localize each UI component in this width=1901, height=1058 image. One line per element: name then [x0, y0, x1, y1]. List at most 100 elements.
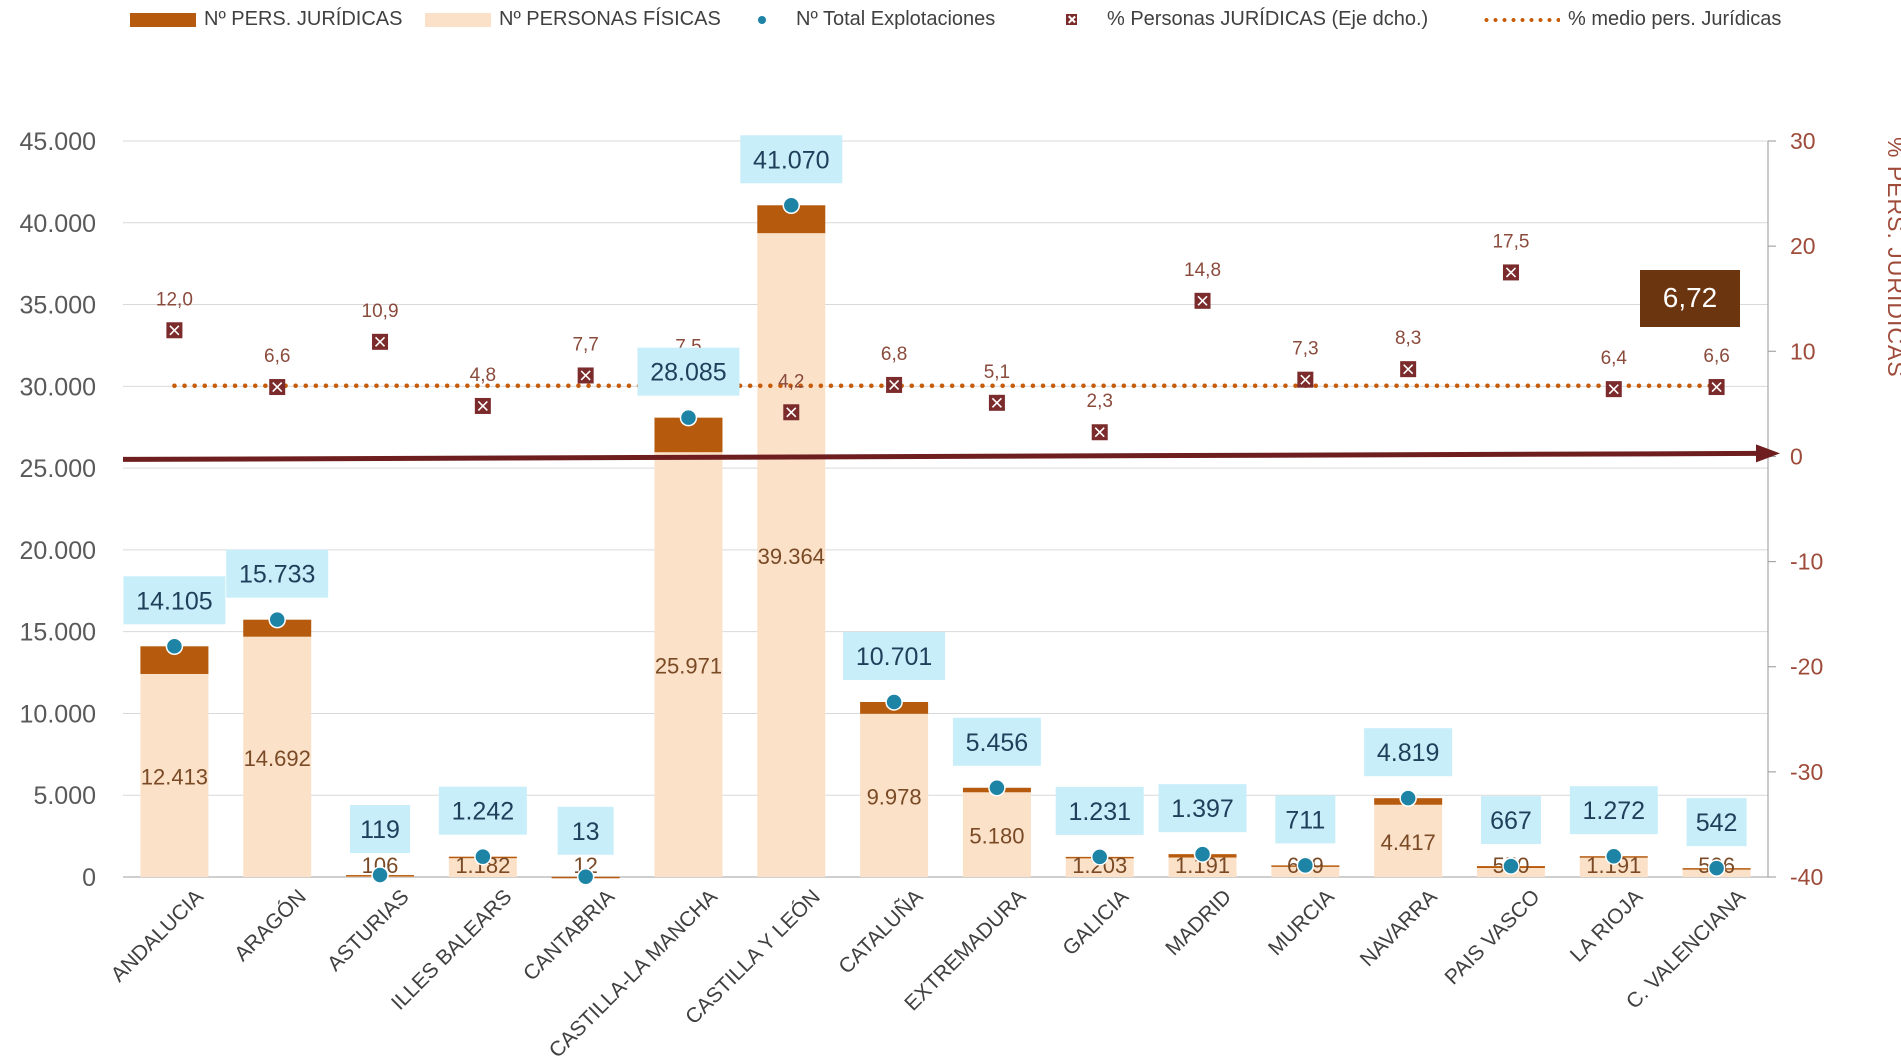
total-value-label: 41.070 [753, 146, 829, 174]
bar-value-label: 5.180 [969, 824, 1024, 849]
pct-value-label: 10,9 [362, 301, 399, 322]
legend-item-juridicas: Nº PERS. JURÍDICAS [130, 8, 402, 31]
bar-personas-fisicas [654, 452, 723, 877]
pct-marker-cross [1300, 374, 1311, 385]
total-label-box [1364, 728, 1453, 777]
legend-swatch-total [758, 15, 766, 24]
pct-value-label: 8,3 [1395, 328, 1421, 349]
total-point [1193, 845, 1212, 863]
total-label-box [1055, 786, 1144, 835]
total-value-label: 119 [360, 816, 400, 844]
legend-item-fisicas: Nº PERSONAS FÍSICAS [425, 8, 721, 31]
bar-value-label: 14.692 [244, 746, 311, 771]
pct-value-label: 17,5 [1492, 231, 1529, 252]
total-label-box [637, 347, 740, 396]
total-point [1296, 856, 1315, 875]
legend-label-pct: % Personas JURÍDICAS (Eje dcho.) [1107, 8, 1429, 30]
total-value-label: 15.733 [239, 561, 315, 589]
total-label-box [843, 631, 946, 680]
trend-arrow-head [1756, 444, 1780, 463]
legend-swatch-pct [1066, 14, 1077, 25]
x-tick-label: ASTURIAS [323, 885, 414, 976]
legend-swatch-juridicas [130, 12, 196, 27]
avg-callout-box [1640, 270, 1740, 327]
x-tick-label: ARAGÓN [230, 885, 311, 966]
pct-marker-cross [1711, 381, 1722, 393]
x-tick-label: CASTILLA-LA MANCHA [545, 885, 722, 1058]
y2-tick-label: 10 [1790, 338, 1816, 364]
pct-marker-cross [169, 325, 180, 336]
pct-value-label: 5,1 [984, 362, 1010, 383]
y-tick-label: 5.000 [33, 782, 96, 810]
legend-swatch-avg [1482, 17, 1560, 22]
y2-tick-label: -10 [1790, 549, 1823, 575]
y-tick-label: 25.000 [20, 455, 96, 483]
total-point [268, 610, 286, 629]
pct-marker-cross [374, 336, 386, 347]
x-tick-label: ANDALUCIA [107, 885, 208, 986]
y2-tick-label: 20 [1790, 233, 1816, 259]
total-point [679, 408, 698, 427]
total-value-label: 28.085 [650, 359, 726, 387]
trend-arrow-line [122, 450, 1759, 462]
y-tick-label: 35.000 [20, 292, 96, 320]
y-tick-label: 45.000 [20, 128, 96, 156]
bar-value-label: 39.364 [758, 544, 825, 569]
legend-label-avg: % medio pers. Jurídicas [1568, 8, 1782, 30]
legend-item-pct: % Personas JURÍDICAS (Eje dcho.) [1060, 8, 1428, 31]
bar-personas-fisicas [962, 792, 1031, 877]
y2-tick-label: 0 [1790, 443, 1803, 469]
total-point [885, 693, 903, 711]
bar-personas-fisicas [1168, 857, 1237, 877]
total-value-label: 711 [1285, 806, 1325, 834]
y2-tick-label: -20 [1790, 654, 1823, 680]
total-point [1605, 847, 1623, 865]
y2-axis-title: % PERS. JURÍDICAS [1883, 137, 1901, 378]
pct-value-label: 6,6 [264, 346, 290, 367]
total-label-box [123, 576, 226, 625]
pct-value-label: 7,3 [1292, 339, 1318, 360]
total-value-label: 1.397 [1171, 795, 1234, 823]
total-point [1090, 848, 1109, 866]
legend-label-total: Nº Total Explotaciones [796, 8, 996, 30]
bar-personas-fisicas [1065, 857, 1134, 877]
pct-value-label: 14,8 [1184, 260, 1221, 281]
total-label-box [1158, 784, 1247, 833]
x-tick-label: NAVARRA [1356, 885, 1442, 971]
x-tick-label: CANTABRIA [519, 885, 619, 985]
bar-personas-fisicas [860, 713, 929, 877]
pct-marker-cross [1608, 384, 1619, 395]
pct-value-label: 12,0 [156, 289, 193, 310]
pct-value-label: 6,6 [1703, 346, 1729, 367]
pct-marker-cross [1094, 427, 1105, 438]
y-tick-label: 10.000 [20, 700, 96, 728]
y-tick-label: 20.000 [20, 537, 96, 565]
total-point [576, 868, 595, 886]
bar-personas-fisicas [448, 857, 517, 877]
bar-value-label: 9.978 [867, 784, 922, 809]
total-value-label: 542 [1696, 809, 1738, 837]
total-point [782, 196, 801, 215]
pct-value-label: 6,4 [1601, 348, 1628, 369]
y2-tick-label: -30 [1790, 759, 1823, 785]
total-label-box [557, 806, 614, 855]
y-tick-label: 0 [82, 864, 96, 892]
total-point [371, 866, 389, 884]
x-tick-label: MURCIA [1264, 885, 1339, 960]
y2-tick-label: 30 [1790, 128, 1816, 154]
legend-item-avg: % medio pers. Jurídicas [1482, 8, 1781, 31]
total-value-label: 14.105 [136, 587, 212, 615]
bar-value-label: 25.971 [655, 654, 722, 679]
y-tick-label: 40.000 [20, 210, 96, 238]
y-tick-label: 30.000 [20, 373, 96, 401]
pct-marker-cross [1197, 295, 1208, 306]
bar-personas-fisicas [1579, 857, 1648, 877]
pct-value-label: 4,2 [778, 371, 804, 392]
total-point [1399, 789, 1417, 807]
total-value-label: 1.242 [452, 798, 515, 826]
total-label-box [1569, 786, 1658, 835]
avg-callout-label: 6,72 [1663, 282, 1718, 313]
total-label-box [1275, 795, 1336, 844]
pct-marker-cross [272, 381, 283, 393]
bar-personas-fisicas [140, 673, 209, 877]
